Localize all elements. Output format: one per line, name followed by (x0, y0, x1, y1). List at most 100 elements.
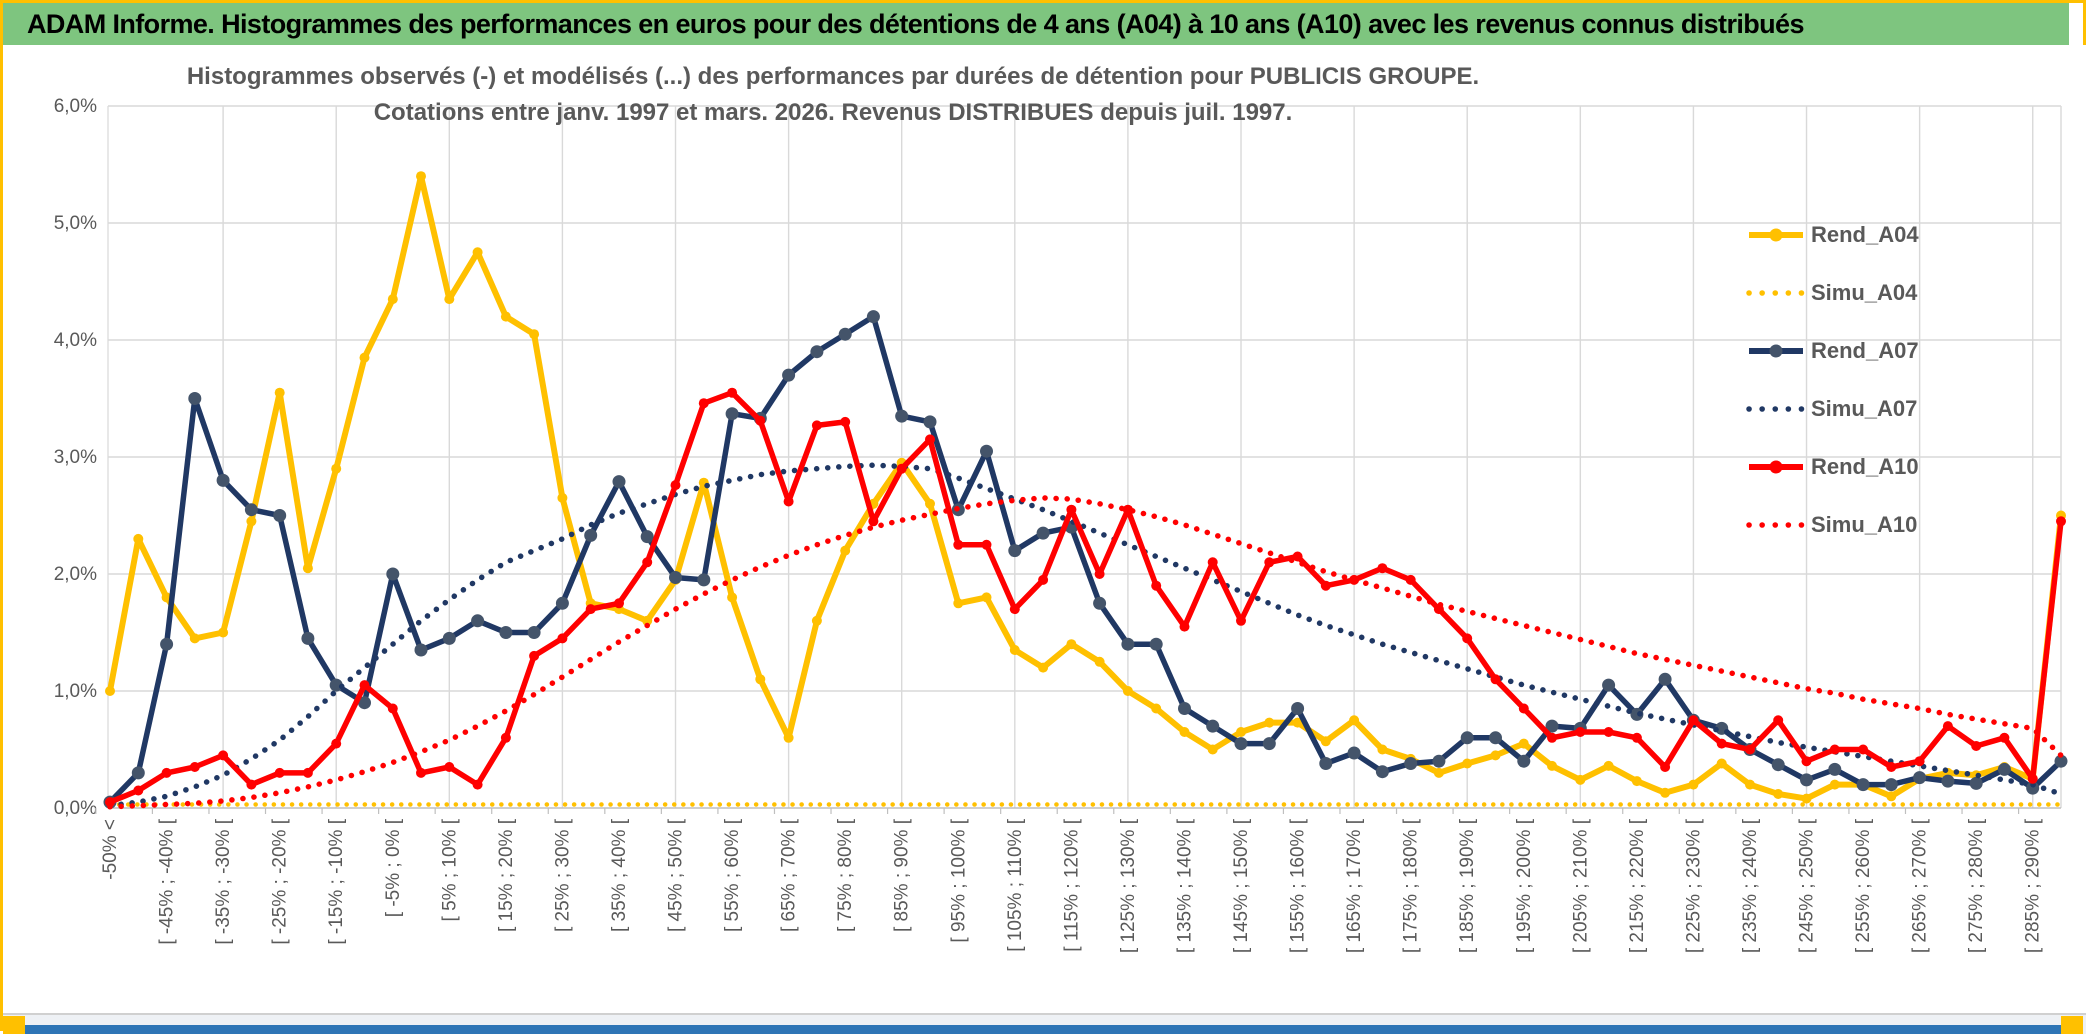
data-point-marker (811, 615, 822, 626)
data-point-marker (1405, 574, 1416, 585)
data-point-marker (1094, 656, 1105, 667)
data-point-marker (1547, 760, 1557, 771)
x-axis-tick-label: [ 45% ; 50% [ (666, 818, 687, 932)
data-point-marker (755, 674, 766, 685)
x-axis-tick-label: [ 115% ; 120% [ (1061, 818, 1082, 951)
data-point-marker (1094, 569, 1105, 579)
legend-item-Rend_A10[interactable]: Rend_A10 (1749, 454, 1919, 479)
data-point-marker (727, 387, 738, 398)
data-point-marker (1829, 779, 1840, 790)
data-point-marker (810, 345, 824, 359)
data-point-marker (1009, 645, 1020, 655)
data-point-marker (331, 463, 342, 474)
series-line-Rend_A07[interactable] (108, 313, 2063, 805)
data-point-marker (1009, 604, 1020, 615)
data-point-marker (2056, 516, 2066, 527)
data-point-marker (1745, 744, 1755, 755)
data-point-marker (246, 516, 257, 527)
y-axis-tick-label: 0,0% (54, 798, 97, 819)
data-point-marker (1969, 776, 1983, 790)
data-point-marker (359, 352, 370, 363)
data-point-marker (1320, 580, 1331, 591)
legend-item-Rend_A07[interactable]: Rend_A07 (1749, 338, 1919, 363)
x-axis-tick-label: [ 105% ; 110% [ (1005, 818, 1026, 951)
data-point-marker (840, 545, 851, 556)
data-point-marker (612, 475, 626, 489)
data-point-marker (1264, 717, 1275, 728)
legend-label: Simu_A04 (1811, 280, 1918, 305)
series-line-Simu_A07[interactable] (107, 462, 2064, 809)
chart-title-line1: Histogrammes observés (-) et modélisés (… (186, 63, 1480, 90)
data-point-marker (811, 420, 822, 431)
x-axis-tick-label: [ 135% ; 140% [ (1174, 818, 1195, 953)
y-axis-tick-label: 2,0% (54, 564, 97, 585)
x-axis-tick-label: [ -15% ; -10% [ (326, 818, 347, 944)
data-point-marker (980, 444, 993, 458)
data-point-marker (1262, 737, 1276, 751)
x-axis-tick-label: [ 5% ; 10% [ (439, 818, 460, 921)
data-point-marker (1858, 744, 1869, 755)
page-title: ADAM Informe. Histogrammes des performan… (27, 8, 1804, 39)
gold-corner-right (2061, 1016, 2083, 1034)
series-line-Rend_A04[interactable] (107, 173, 2064, 802)
data-point-marker (1490, 674, 1501, 685)
y-axis-tick-label: 3,0% (54, 447, 97, 468)
data-point-marker (1066, 504, 1077, 515)
legend-item-Simu_A07[interactable]: Simu_A07 (1746, 396, 1917, 421)
data-point-marker (1886, 762, 1897, 772)
data-point-marker (218, 750, 229, 761)
data-point-marker (1829, 744, 1840, 755)
footer-scrollbar[interactable] (25, 1025, 2067, 1034)
data-point-marker (642, 557, 653, 568)
legend-item-Rend_A04[interactable]: Rend_A04 (1749, 222, 1919, 247)
data-point-marker (557, 633, 568, 644)
data-point-marker (301, 631, 315, 645)
x-axis-tick-label: [ 275% ; 280% [ (1966, 818, 1987, 953)
data-point-marker (274, 387, 285, 398)
data-point-marker (1517, 754, 1531, 768)
x-axis-tick-label: [ 95% ; 100% [ (948, 818, 969, 942)
x-axis-tick-label: [ 205% ; 210% [ (1570, 818, 1591, 953)
data-point-marker (1716, 758, 1727, 769)
x-axis-tick-label: [ 85% ; 90% [ (892, 818, 913, 932)
data-point-marker (1038, 574, 1049, 585)
data-point-marker (160, 637, 174, 651)
data-point-marker (782, 368, 796, 382)
window-title-bar: ADAM Informe. Histogrammes des performan… (3, 3, 2069, 45)
data-point-marker (1660, 787, 1671, 798)
data-point-marker (1575, 774, 1586, 785)
data-point-marker (414, 643, 428, 657)
chart-legend: Rend_A04 Simu_A04 Rend_A07 Simu_A07 Rend_A10… (1746, 222, 1919, 537)
data-point-marker (2026, 781, 2040, 795)
data-point-marker (1773, 715, 1784, 726)
performance-histogram-chart[interactable]: 0,0% 1,0% 2,0% 3,0% 4,0% 5,0% 6,0% -50% < [ -45%… (3, 45, 2086, 1013)
series-line-Rend_A10[interactable] (108, 389, 2064, 805)
x-axis-tick-label: [ 55% ; 60% [ (722, 818, 743, 932)
legend-item-Simu_A10[interactable]: Simu_A10 (1746, 512, 1917, 537)
legend-marker-sample (1769, 460, 1783, 474)
x-axis-tick-label: [ 255% ; 260% [ (1853, 818, 1874, 953)
data-point-marker (358, 696, 371, 710)
legend-item-Simu_A04[interactable]: Simu_A04 (1746, 280, 1918, 305)
data-point-marker (189, 633, 200, 644)
series-line-Simu_A10[interactable] (107, 495, 2064, 810)
data-point-marker (1856, 778, 1870, 792)
data-point-marker (1433, 767, 1444, 778)
x-axis-tick-label: [ -25% ; -20% [ (270, 818, 291, 944)
chart-region: Histogrammes observés (-) et modélisés (… (3, 45, 2086, 1015)
legend-marker-sample (1769, 228, 1783, 242)
data-point-marker (1631, 732, 1642, 743)
data-point-marker (331, 738, 342, 749)
data-point-marker (1801, 793, 1812, 804)
data-point-marker (1631, 776, 1642, 787)
x-axis-tick-label: [ 15% ; 20% [ (496, 818, 517, 932)
data-point-marker (670, 480, 681, 491)
x-axis-tick-label: [ 155% ; 160% [ (1288, 818, 1309, 953)
x-axis-tick-label: [ 65% ; 70% [ (779, 818, 800, 932)
data-point-marker (1886, 791, 1897, 802)
x-axis-tick-label: [ -35% ; -30% [ (213, 818, 234, 944)
data-point-marker (2054, 754, 2068, 768)
data-point-marker (953, 598, 964, 609)
data-point-marker (642, 615, 653, 626)
data-point-marker (1375, 765, 1389, 779)
